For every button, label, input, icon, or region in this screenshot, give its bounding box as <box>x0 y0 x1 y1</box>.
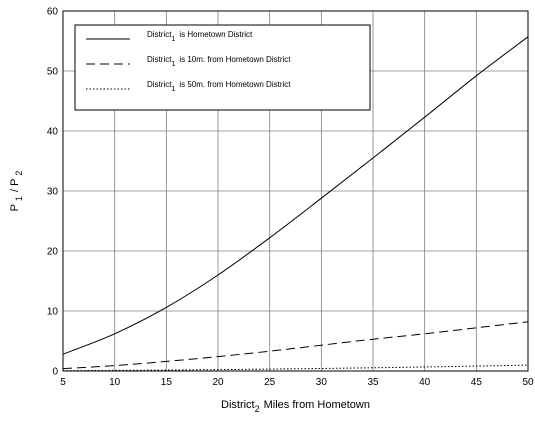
x-tick-label: 15 <box>161 377 173 388</box>
y-tick-label: 60 <box>47 7 59 18</box>
x-tick-label: 25 <box>264 377 276 388</box>
series-line-dashed <box>62 321 529 370</box>
y-axis-title: P 1 / P 2 <box>9 171 24 212</box>
y-tick-label: 40 <box>47 127 59 138</box>
x-tick-label: 40 <box>419 377 431 388</box>
y-tick-label: 0 <box>52 367 58 378</box>
y-tick-label: 20 <box>47 247 59 258</box>
legend-label: District1is 10m. from Hometown District <box>147 55 291 68</box>
x-axis-title-rest: Miles from Hometown <box>264 399 370 411</box>
y-axis-title-p1: P <box>9 204 21 211</box>
x-axis-title: District2 Miles from Hometown <box>221 399 370 414</box>
legend-label: District1is Hometown District <box>147 30 253 43</box>
legend: District1is Hometown District District1is… <box>74 24 371 111</box>
x-tick-label: 45 <box>471 377 483 388</box>
x-tick-label: 35 <box>367 377 379 388</box>
x-axis-title-subscript: 2 <box>255 404 260 414</box>
y-axis-title-sub1: 1 <box>14 196 24 201</box>
legend-label: District1is 50m. from Hometown District <box>147 80 291 93</box>
y-tick-label: 10 <box>47 307 59 318</box>
series-line-solid <box>62 36 529 355</box>
x-tick-label: 30 <box>316 377 328 388</box>
x-tick-label: 20 <box>212 377 224 388</box>
y-axis-title-slash: / P <box>9 179 21 192</box>
tick-labels: 5 10 15 20 25 30 35 40 45 50 0 10 20 30 40 50 60 <box>47 7 534 389</box>
series-lines <box>62 36 529 372</box>
x-tick-label: 50 <box>522 377 534 388</box>
y-tick-label: 30 <box>47 187 59 198</box>
legend-items: District1is Hometown District District1is… <box>86 30 291 93</box>
x-tick-label: 5 <box>60 377 66 388</box>
x-tick-label: 10 <box>109 377 121 388</box>
y-axis-title-sub2: 2 <box>14 171 24 176</box>
series-line-dotted <box>62 364 529 372</box>
plot-frame <box>62 10 529 372</box>
x-axis-title-main: District <box>221 399 255 411</box>
y-tick-label: 50 <box>47 67 59 78</box>
